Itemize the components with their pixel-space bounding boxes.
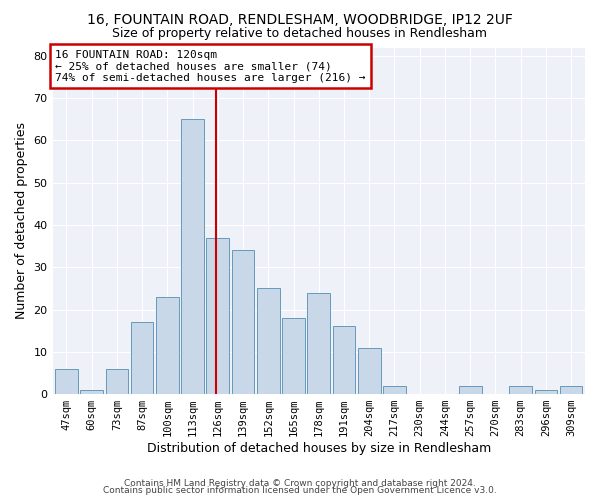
Bar [257, 288, 280, 394]
Bar [282, 318, 305, 394]
Bar [55, 368, 78, 394]
Bar [232, 250, 254, 394]
Bar [509, 386, 532, 394]
Text: 16 FOUNTAIN ROAD: 120sqm
← 25% of detached houses are smaller (74)
74% of semi-d: 16 FOUNTAIN ROAD: 120sqm ← 25% of detach… [55, 50, 365, 83]
Bar [459, 386, 482, 394]
Bar [332, 326, 355, 394]
Y-axis label: Number of detached properties: Number of detached properties [15, 122, 28, 320]
Bar [383, 386, 406, 394]
Bar [80, 390, 103, 394]
Bar [106, 368, 128, 394]
Text: Contains public sector information licensed under the Open Government Licence v3: Contains public sector information licen… [103, 486, 497, 495]
Bar [206, 238, 229, 394]
Text: Contains HM Land Registry data © Crown copyright and database right 2024.: Contains HM Land Registry data © Crown c… [124, 478, 476, 488]
X-axis label: Distribution of detached houses by size in Rendlesham: Distribution of detached houses by size … [146, 442, 491, 455]
Text: Size of property relative to detached houses in Rendlesham: Size of property relative to detached ho… [113, 28, 487, 40]
Bar [560, 386, 583, 394]
Bar [131, 322, 154, 394]
Bar [358, 348, 380, 394]
Bar [156, 297, 179, 394]
Bar [535, 390, 557, 394]
Bar [181, 120, 204, 394]
Bar [307, 292, 330, 394]
Text: 16, FOUNTAIN ROAD, RENDLESHAM, WOODBRIDGE, IP12 2UF: 16, FOUNTAIN ROAD, RENDLESHAM, WOODBRIDG… [87, 12, 513, 26]
